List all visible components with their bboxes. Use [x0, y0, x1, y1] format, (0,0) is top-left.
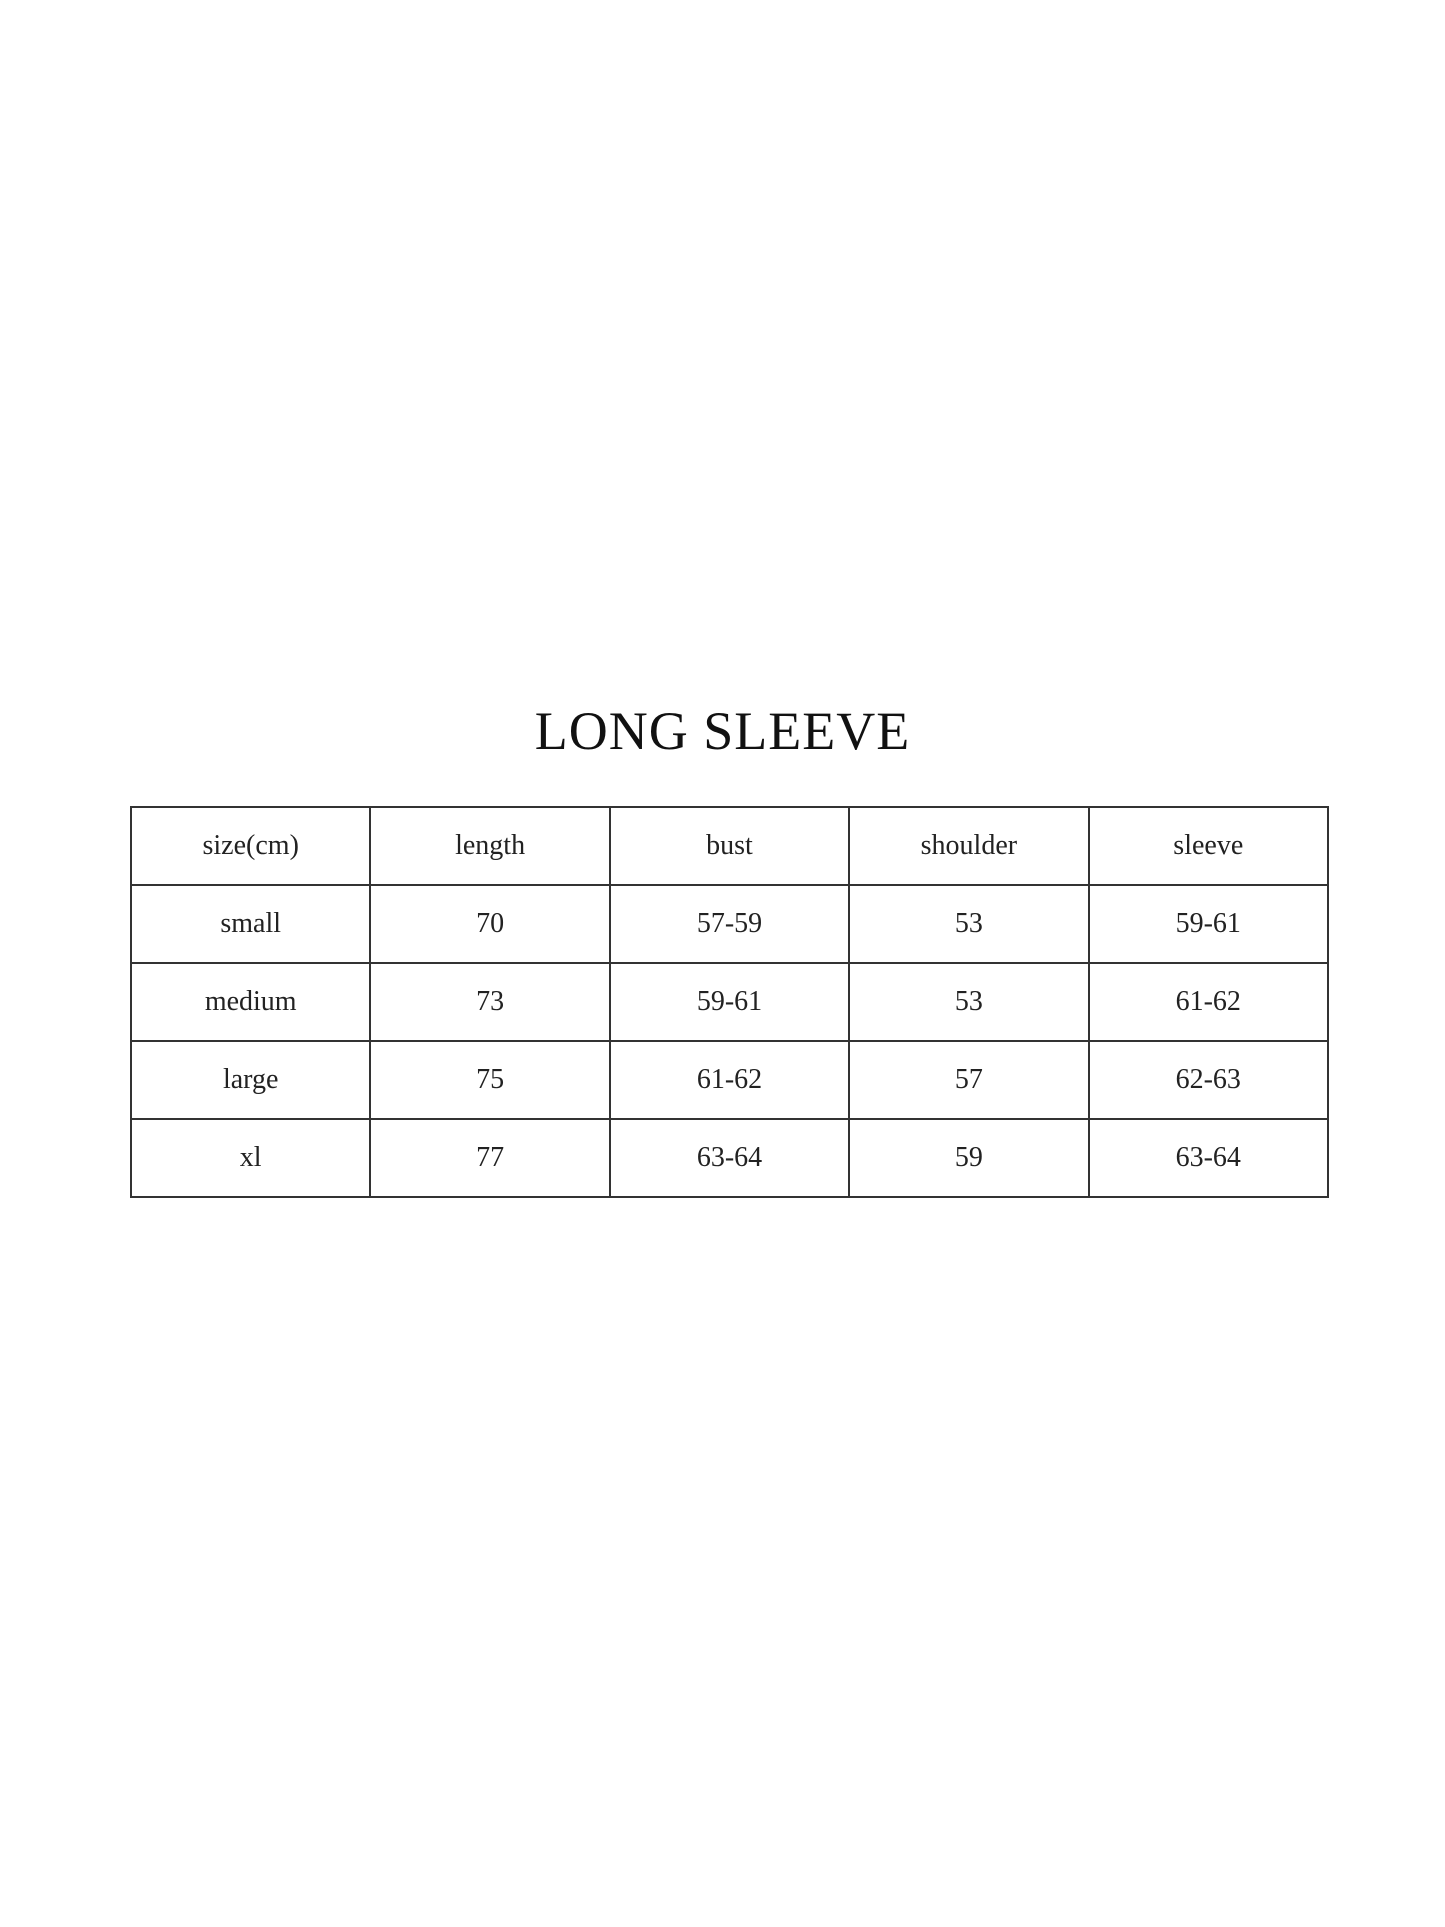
- table-cell: 63-64: [1087, 1118, 1330, 1198]
- table-cell: 59-61: [1087, 884, 1330, 964]
- header-row: size(cm) length bust shoulder sleeve: [129, 806, 1330, 886]
- table-cell: 61-62: [1087, 962, 1330, 1042]
- table-row: large 75 61-62 57 62-63: [129, 1040, 1330, 1120]
- table-cell: 70: [369, 884, 611, 964]
- size-chart-table: size(cm) length bust shoulder sleeve small 70 5…: [129, 806, 1330, 1198]
- table-cell: 77: [369, 1118, 611, 1198]
- table-row: medium 73 59-61 53 61-62: [129, 962, 1330, 1042]
- table-cell: 73: [369, 962, 611, 1042]
- table-cell: 53: [848, 884, 1090, 964]
- column-header: size(cm): [129, 806, 372, 886]
- table-cell: 57-59: [608, 884, 851, 964]
- column-header: bust: [608, 806, 851, 886]
- page-title: LONG SLEEVE: [534, 701, 911, 761]
- table-cell: 59-61: [608, 962, 851, 1042]
- column-header: length: [369, 806, 611, 886]
- table-cell: 57: [848, 1040, 1090, 1120]
- table-row: small 70 57-59 53 59-61: [129, 884, 1330, 964]
- table-cell: large: [129, 1040, 372, 1120]
- table-cell: small: [129, 884, 372, 964]
- column-header: sleeve: [1087, 806, 1330, 886]
- table-cell: medium: [129, 962, 372, 1042]
- table-cell: 63-64: [608, 1118, 851, 1198]
- table-cell: 62-63: [1087, 1040, 1330, 1120]
- table-cell: 53: [848, 962, 1090, 1042]
- table-row: xl 77 63-64 59 63-64: [129, 1118, 1330, 1198]
- table-cell: 59: [848, 1118, 1090, 1198]
- table-cell: 61-62: [608, 1040, 851, 1120]
- table-cell: 75: [369, 1040, 611, 1120]
- column-header: shoulder: [848, 806, 1090, 886]
- table-cell: xl: [129, 1118, 372, 1198]
